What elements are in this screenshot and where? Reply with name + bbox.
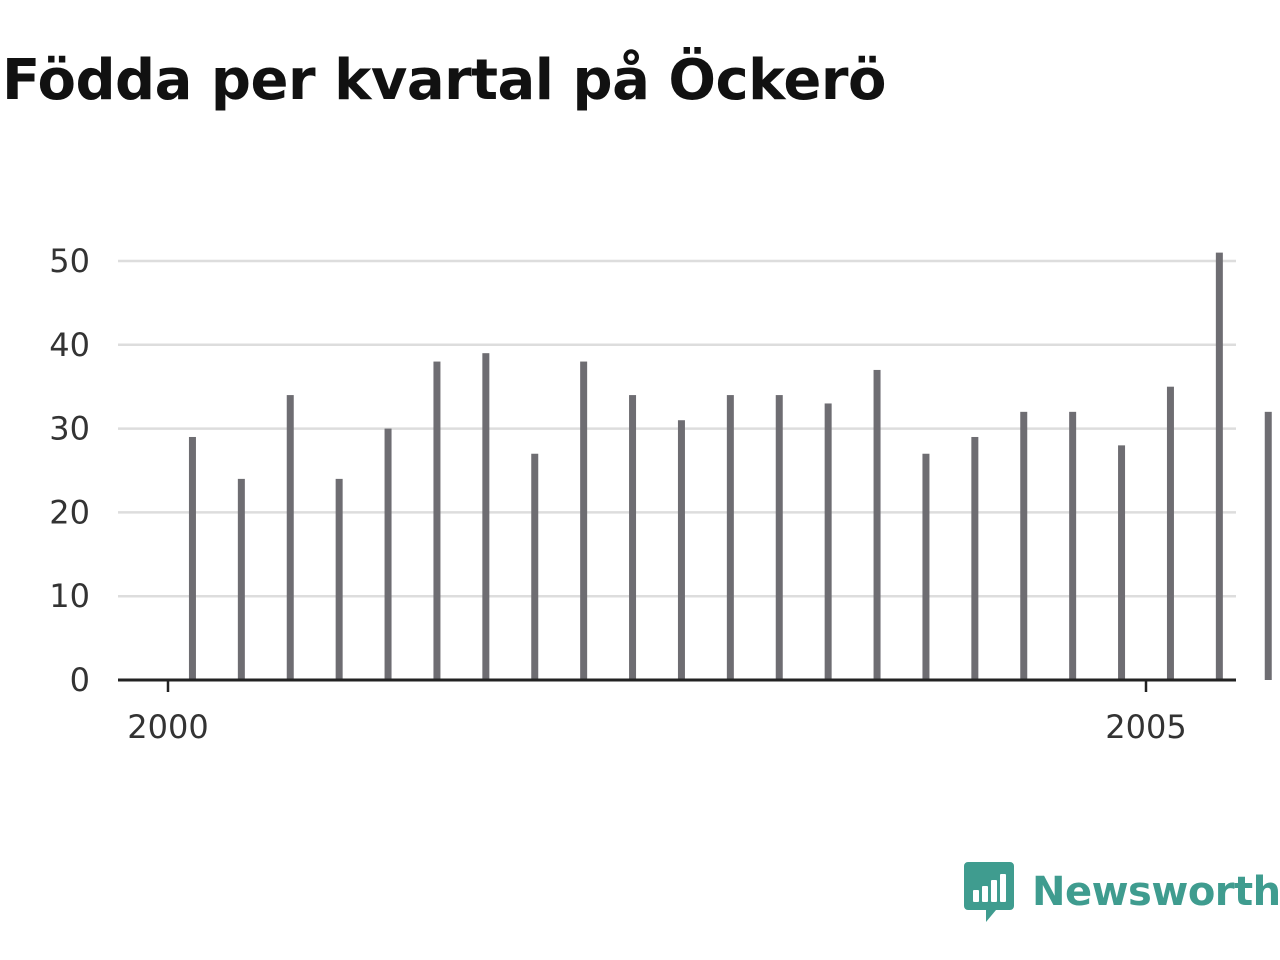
newsworthy-logo-icon (964, 862, 1014, 922)
bar (531, 453, 539, 680)
bar (384, 428, 392, 680)
bar (1264, 411, 1272, 680)
bar (188, 436, 196, 680)
bar (677, 420, 685, 680)
bar (433, 361, 441, 680)
bars (188, 252, 1272, 680)
bar (1215, 252, 1223, 680)
newsworthy-wordmark: Newsworthy (1032, 869, 1280, 915)
gridlines (118, 259, 1236, 598)
bar (482, 353, 490, 680)
labels: 010203040502000200520102015202020251919 (49, 242, 1186, 746)
bar (971, 436, 979, 680)
bar (1118, 445, 1126, 680)
bar (775, 395, 783, 680)
y-tick-label: 30 (49, 410, 90, 448)
bar (1020, 411, 1028, 680)
x-tick-label: 2005 (1105, 708, 1186, 746)
bar (335, 478, 343, 680)
bar (824, 403, 832, 680)
bar (922, 453, 930, 680)
y-tick-label: 40 (49, 326, 90, 364)
newsworthy-logo: Newsworthy (964, 862, 1280, 922)
chart-title: Födda per kvartal på Öckerö (2, 48, 886, 113)
bar (286, 395, 294, 680)
y-tick-label: 50 (49, 242, 90, 280)
bar (629, 395, 637, 680)
axes (118, 678, 1236, 692)
y-tick-label: 0 (70, 661, 90, 699)
bar (237, 478, 245, 680)
y-tick-label: 10 (49, 577, 90, 615)
bar (873, 369, 881, 680)
bar (580, 361, 588, 680)
bar (726, 395, 734, 680)
x-tick-label: 2000 (127, 708, 208, 746)
bar (1069, 411, 1077, 680)
bar (1166, 386, 1174, 680)
y-tick-label: 20 (49, 493, 90, 531)
